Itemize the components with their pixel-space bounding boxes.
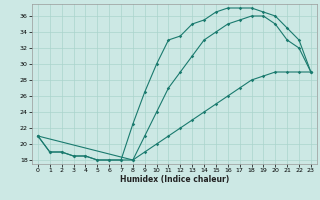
X-axis label: Humidex (Indice chaleur): Humidex (Indice chaleur) <box>120 175 229 184</box>
